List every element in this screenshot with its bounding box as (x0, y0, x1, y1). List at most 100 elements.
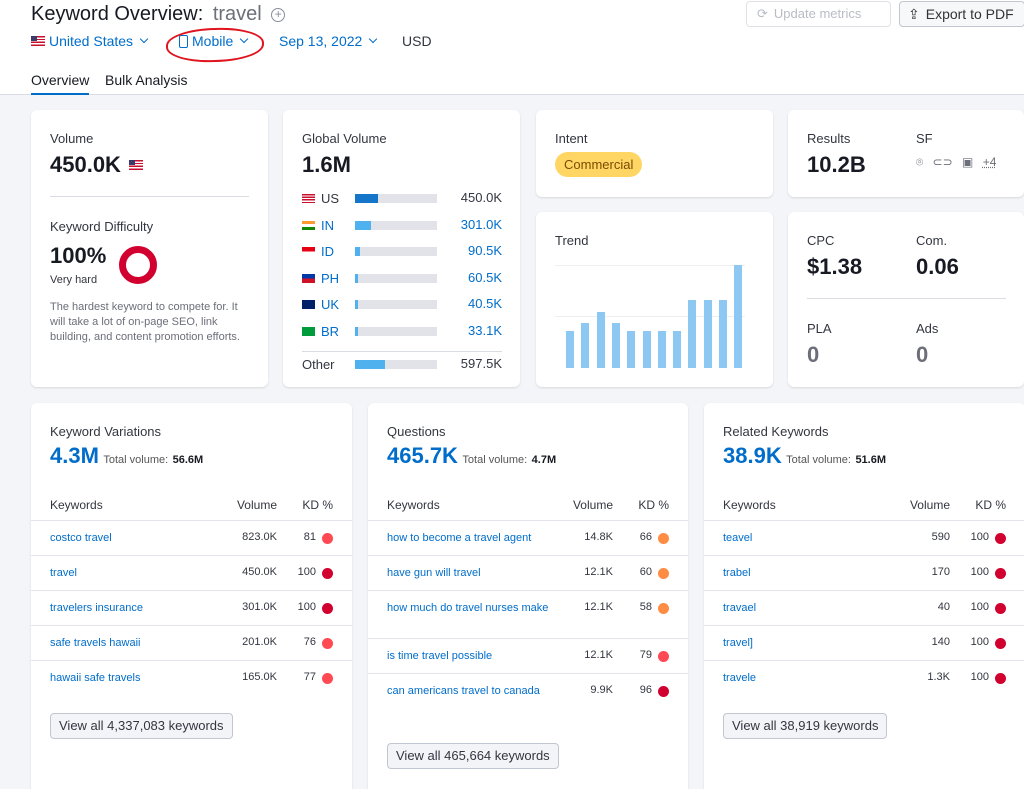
keyword-link[interactable]: costco travel (50, 532, 112, 544)
col-volume[interactable]: Volume (909, 498, 950, 512)
keyword-link[interactable]: travel] (723, 637, 753, 649)
kd-dot (322, 603, 333, 614)
kd-dot (995, 673, 1006, 684)
keyword-volume: 1.3K (927, 671, 950, 683)
table-row: travael 40 100 (704, 590, 1024, 625)
trend-bar[interactable] (596, 312, 605, 368)
intent-label: Intent (555, 131, 588, 146)
device-select[interactable]: Mobile (179, 33, 249, 49)
keyword-volume: 40 (937, 601, 950, 613)
count-value[interactable]: 465.7K (387, 443, 458, 468)
br-flag-icon (302, 326, 315, 336)
kd-dot (995, 638, 1006, 649)
global-volume-row[interactable]: PH 60.5K (302, 270, 502, 286)
results-label: Results (807, 131, 851, 146)
trend-bar[interactable] (581, 322, 590, 368)
volume-bar-fill (355, 360, 386, 369)
keyword-link[interactable]: can americans travel to canada (387, 685, 540, 697)
card-title: Questions (387, 424, 446, 439)
trend-bar[interactable] (719, 300, 727, 368)
col-kd[interactable]: KD % (638, 498, 669, 512)
volume-value[interactable]: 40.5K (468, 296, 502, 311)
keyword-link[interactable]: have gun will travel (387, 567, 481, 579)
keyword-link[interactable]: travele (723, 672, 757, 684)
location-icon[interactable]: ⌾ (916, 155, 924, 169)
global-volume-row[interactable]: BR 33.1K (302, 323, 502, 339)
keyword-volume: 301.0K (242, 601, 277, 613)
keyword-link[interactable]: travelers insurance (50, 602, 143, 614)
trend-bar[interactable] (642, 330, 651, 368)
update-metrics-button[interactable]: ⟳ Update metrics (746, 1, 891, 27)
keyword-link[interactable]: travel (50, 567, 77, 579)
date-label: Sep 13, 2022 (279, 33, 363, 49)
volume-value[interactable]: 33.1K (468, 323, 502, 338)
kd-dot (658, 651, 669, 662)
keyword-link[interactable]: teavel (723, 532, 753, 544)
add-icon[interactable]: + (271, 8, 286, 22)
title-keyword: travel (212, 3, 262, 25)
global-volume-row[interactable]: US 450.0K (302, 190, 502, 206)
keyword-link[interactable]: safe travels hawaii (50, 637, 141, 649)
keyword-link[interactable]: how to become a travel agent (387, 532, 532, 544)
keyword-kd: 60 (639, 566, 652, 578)
trend-bar[interactable] (734, 265, 743, 368)
results-value: 10.2B (807, 152, 866, 177)
global-volume-row[interactable]: UK 40.5K (302, 296, 502, 312)
grid-line (555, 316, 745, 317)
date-select[interactable]: Sep 13, 2022 (279, 33, 378, 49)
trend-bar[interactable] (627, 330, 636, 368)
trend-bar[interactable] (657, 330, 666, 368)
count-value[interactable]: 38.9K (723, 443, 782, 468)
trend-bar[interactable] (673, 330, 682, 368)
volume-value[interactable]: 60.5K (468, 270, 502, 285)
trend-bar[interactable] (611, 322, 620, 368)
trend-bar[interactable] (688, 300, 697, 368)
total-volume-value: 4.7M (531, 454, 557, 466)
col-volume[interactable]: Volume (572, 498, 613, 512)
cpc-card: CPC $1.38 Com. 0.06 PLA 0 Ads 0 (788, 212, 1024, 387)
view-all-button[interactable]: View all 4,337,083 keywords (50, 713, 233, 739)
col-kd[interactable]: KD % (975, 498, 1006, 512)
country-code: UK (321, 296, 340, 312)
title-text: Keyword Overview: (31, 3, 204, 25)
col-kd[interactable]: KD % (302, 498, 333, 512)
volume-value[interactable]: 90.5K (468, 243, 502, 258)
col-volume[interactable]: Volume (236, 498, 277, 512)
table-row: hawaii safe travels 165.0K 77 (31, 660, 352, 695)
view-all-button[interactable]: View all 465,664 keywords (387, 743, 559, 769)
table-row: travel] 140 100 (704, 625, 1024, 660)
volume-value[interactable]: 301.0K (460, 217, 502, 232)
cpc-label: CPC (807, 233, 835, 248)
global-volume-row[interactable]: ID 90.5K (302, 243, 502, 259)
image-icon[interactable]: ▣ (962, 155, 974, 169)
in-flag-icon (302, 220, 315, 230)
global-volume-row-other: Other 597.5K (302, 356, 502, 372)
sf-more-link[interactable]: +4 (982, 155, 997, 169)
global-volume-row[interactable]: IN 301.0K (302, 217, 502, 233)
trend-bar[interactable] (566, 330, 574, 368)
page-title: Keyword Overview: travel + (31, 3, 286, 26)
tab-bulk-analysis[interactable]: Bulk Analysis (105, 72, 188, 88)
keyword-link[interactable]: is time travel possible (387, 650, 493, 662)
export-pdf-button[interactable]: ⇪ Export to PDF (899, 1, 1024, 27)
keyword-link[interactable]: hawaii safe travels (50, 672, 141, 684)
tab-overview[interactable]: Overview (31, 72, 90, 95)
keyword-link[interactable]: travael (723, 602, 757, 614)
red-annotation-circle (165, 27, 265, 63)
total-volume-label: Total volume: (786, 454, 851, 466)
trend-bar[interactable] (703, 300, 712, 368)
keyword-link[interactable]: trabel (723, 567, 751, 579)
trend-card: Trend (536, 212, 773, 387)
keyword-volume: 165.0K (242, 671, 277, 683)
view-all-button[interactable]: View all 38,919 keywords (723, 713, 888, 739)
keyword-volume: 12.1K (584, 649, 613, 661)
count-value[interactable]: 4.3M (50, 443, 99, 468)
trend-chart (566, 263, 746, 368)
link-icon[interactable]: ⊂⊃ (932, 155, 953, 169)
country-select[interactable]: United States (31, 33, 149, 49)
keyword-link[interactable]: how much do travel nurses make (387, 602, 549, 614)
chevron-down-icon (369, 34, 378, 44)
kd-dot (995, 568, 1006, 579)
volume-value: 597.5K (460, 356, 502, 371)
volume-value[interactable]: 450.0K (460, 190, 502, 205)
